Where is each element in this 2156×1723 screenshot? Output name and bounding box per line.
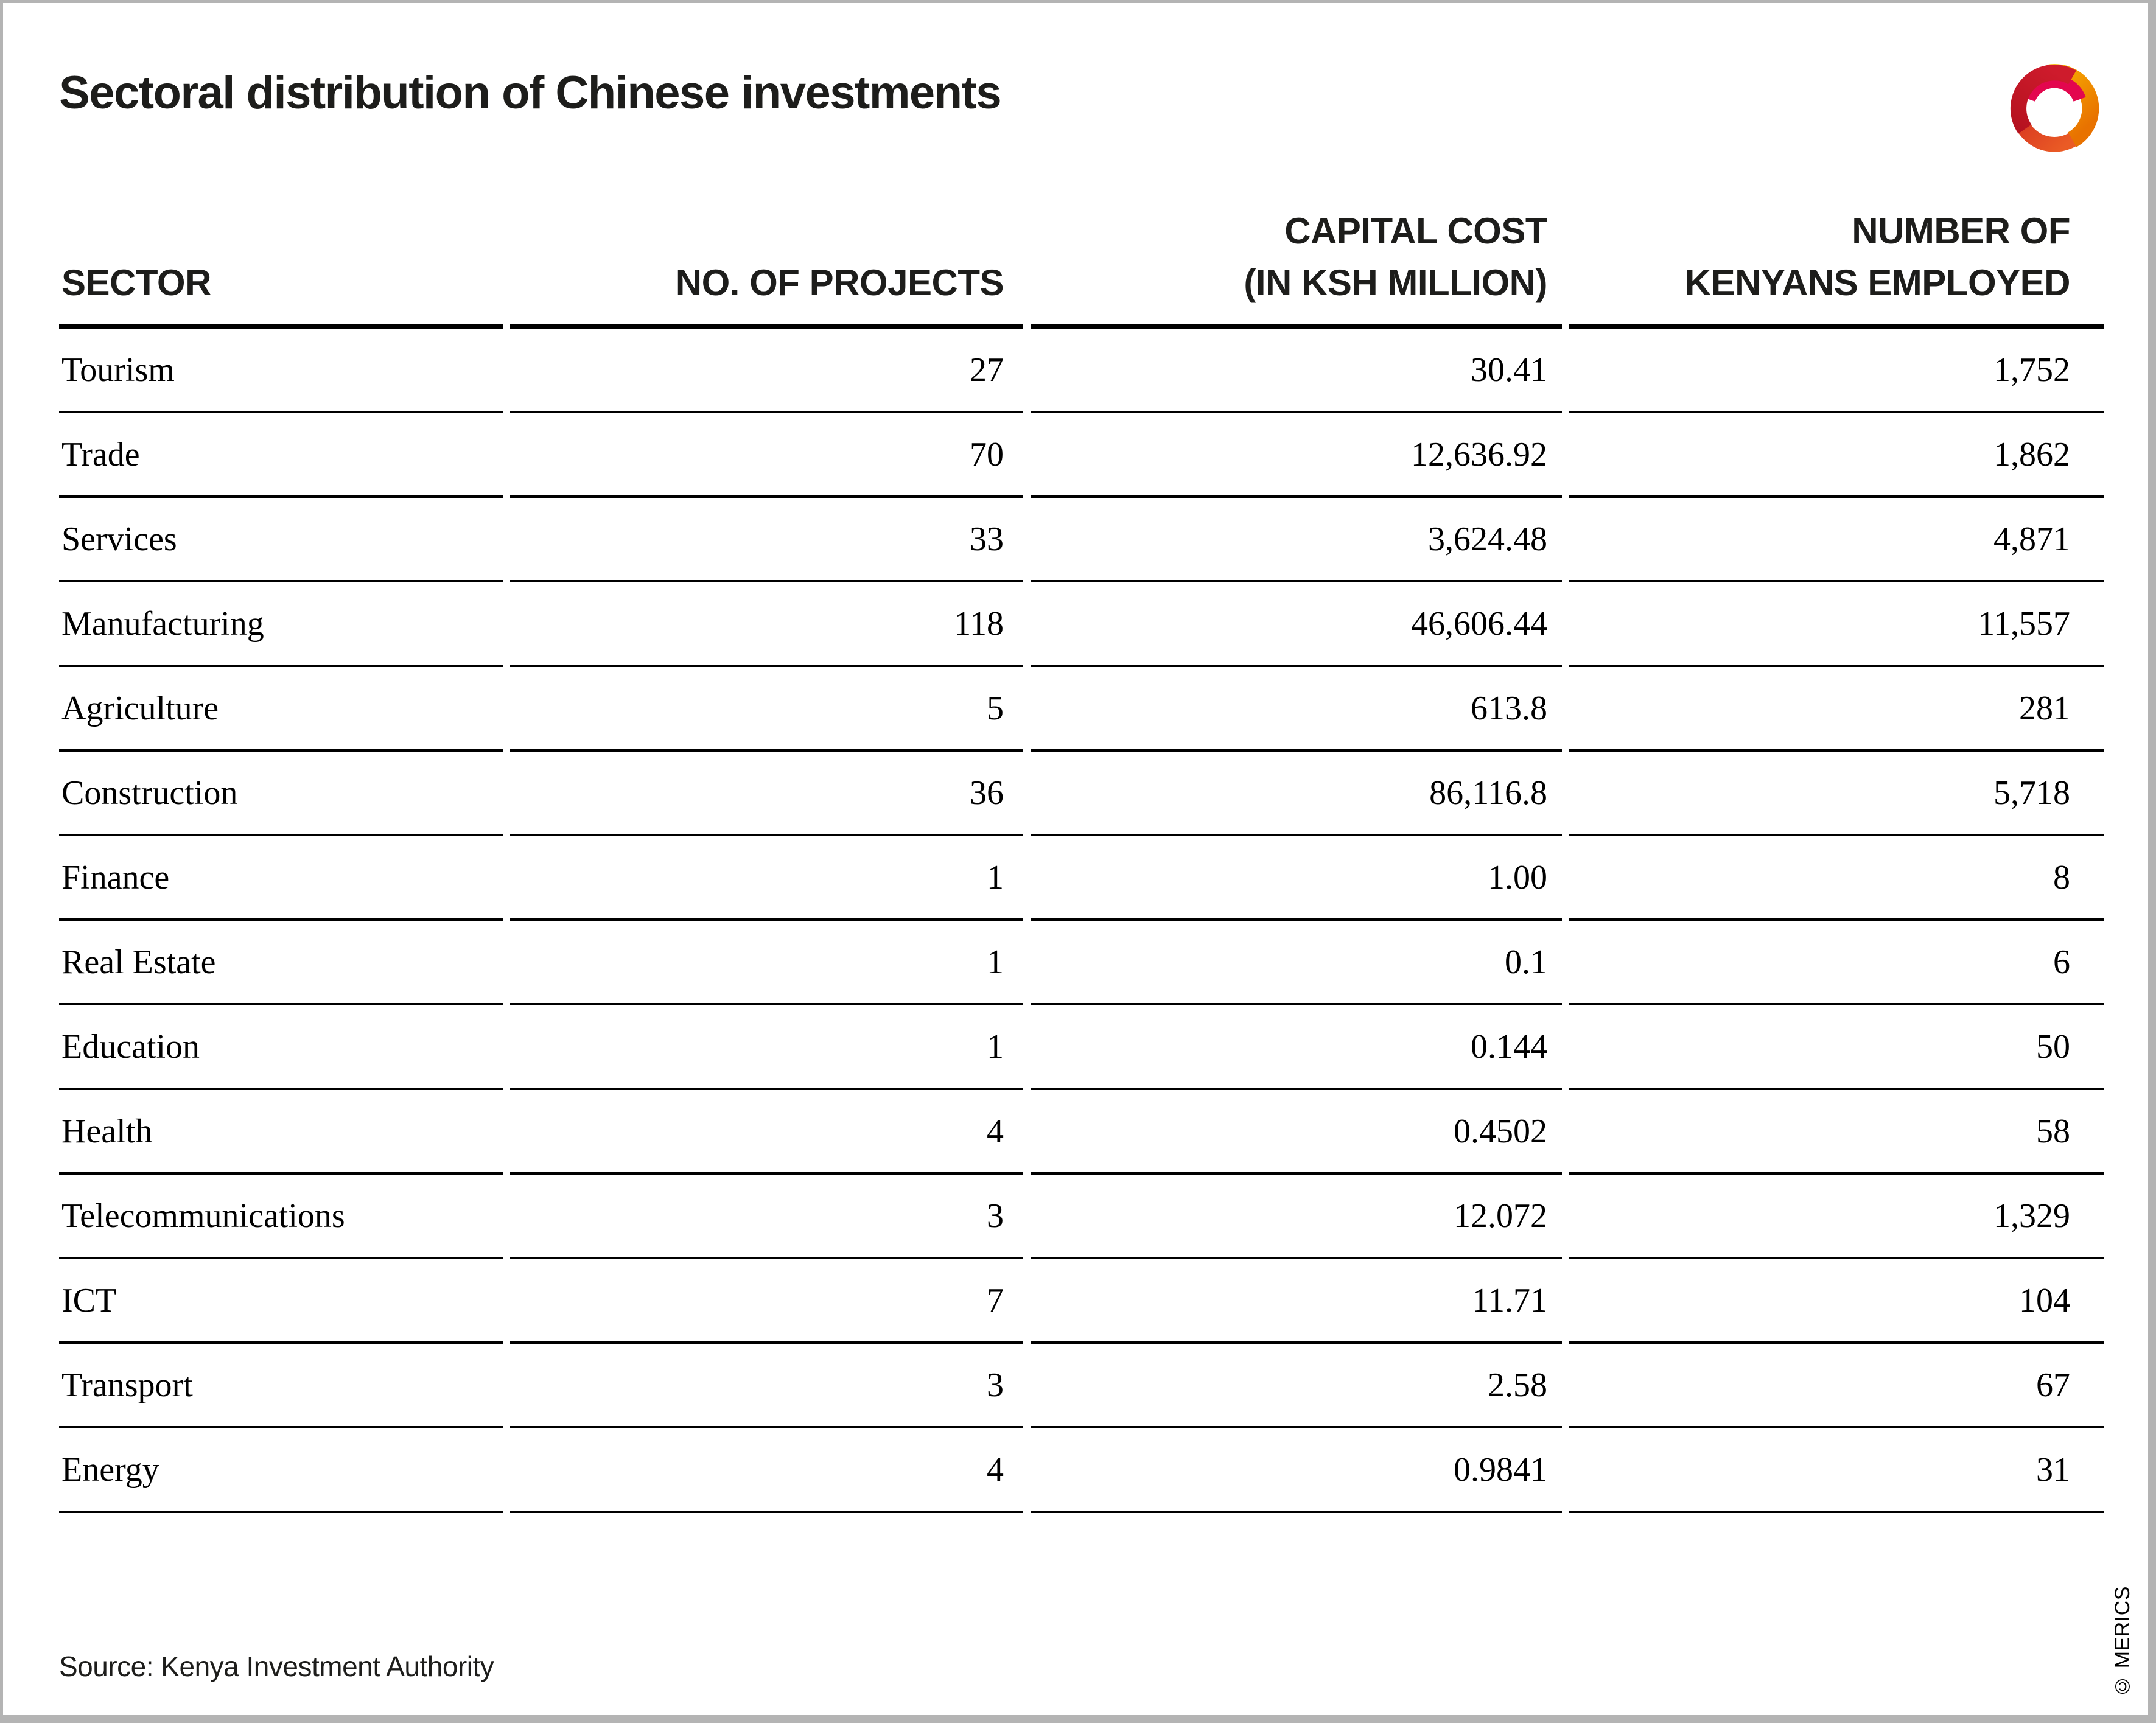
cell-sector: Agriculture — [59, 667, 503, 752]
cell-capital: 86,116.8 — [1031, 752, 1562, 836]
cell-sector: Construction — [59, 752, 503, 836]
cell-sector: Transport — [59, 1344, 503, 1428]
cell-capital: 0.1 — [1031, 921, 1562, 1005]
cell-employed: 4,871 — [1569, 498, 2104, 582]
cell-sector: ICT — [59, 1259, 503, 1344]
cell-employed: 1,862 — [1569, 413, 2104, 498]
cell-capital: 1.00 — [1031, 836, 1562, 921]
cell-projects: 3 — [510, 1344, 1023, 1428]
cell-sector: Finance — [59, 836, 503, 921]
cell-capital: 12,636.92 — [1031, 413, 1562, 498]
table-row: Finance 1 1.00 8 — [59, 836, 2104, 921]
source-note: Source: Kenya Investment Authority — [59, 1651, 494, 1682]
header-projects: NO. OF PROJECTS — [510, 186, 1023, 329]
cell-projects: 1 — [510, 836, 1023, 921]
cell-employed: 1,752 — [1569, 329, 2104, 413]
cell-sector: Education — [59, 1005, 503, 1090]
cell-capital: 613.8 — [1031, 667, 1562, 752]
table-row: ICT 7 11.71 104 — [59, 1259, 2104, 1344]
table-row: Energy 4 0.9841 31 — [59, 1428, 2104, 1513]
copyright-vertical: © MERICS — [2111, 1586, 2134, 1698]
cell-projects: 33 — [510, 498, 1023, 582]
cell-capital: 0.9841 — [1031, 1428, 1562, 1513]
cell-employed: 50 — [1569, 1005, 2104, 1090]
table-row: Trade 70 12,636.92 1,862 — [59, 413, 2104, 498]
cell-capital: 0.144 — [1031, 1005, 1562, 1090]
cell-employed: 104 — [1569, 1259, 2104, 1344]
page-title: Sectoral distribution of Chinese investm… — [59, 67, 1002, 119]
cell-capital: 12.072 — [1031, 1175, 1562, 1259]
cell-employed: 11,557 — [1569, 582, 2104, 667]
cell-capital: 30.41 — [1031, 329, 1562, 413]
cell-projects: 70 — [510, 413, 1023, 498]
investment-table: SECTOR NO. OF PROJECTS CAPITAL COST (IN … — [59, 186, 2104, 1513]
table-row: Education 1 0.144 50 — [59, 1005, 2104, 1090]
cell-capital: 0.4502 — [1031, 1090, 1562, 1175]
cell-projects: 1 — [510, 1005, 1023, 1090]
header-sector: SECTOR — [59, 186, 503, 329]
cell-capital: 3,624.48 — [1031, 498, 1562, 582]
cell-projects: 3 — [510, 1175, 1023, 1259]
cell-sector: Trade — [59, 413, 503, 498]
table-row: Transport 3 2.58 67 — [59, 1344, 2104, 1428]
table-header-row: SECTOR NO. OF PROJECTS CAPITAL COST (IN … — [59, 186, 2104, 329]
cell-capital: 11.71 — [1031, 1259, 1562, 1344]
table-row: Health 4 0.4502 58 — [59, 1090, 2104, 1175]
cell-sector: Telecommunications — [59, 1175, 503, 1259]
cell-capital: 2.58 — [1031, 1344, 1562, 1428]
cell-capital: 46,606.44 — [1031, 582, 1562, 667]
cell-sector: Manufacturing — [59, 582, 503, 667]
cell-employed: 8 — [1569, 836, 2104, 921]
table-row: Tourism 27 30.41 1,752 — [59, 329, 2104, 413]
cell-employed: 6 — [1569, 921, 2104, 1005]
table-row: Manufacturing 118 46,606.44 11,557 — [59, 582, 2104, 667]
cell-projects: 5 — [510, 667, 1023, 752]
cell-projects: 27 — [510, 329, 1023, 413]
cell-projects: 118 — [510, 582, 1023, 667]
header-kenyans-employed: NUMBER OF KENYANS EMPLOYED — [1569, 186, 2104, 329]
cell-projects: 4 — [510, 1090, 1023, 1175]
header-capital-cost: CAPITAL COST (IN KSH MILLION) — [1031, 186, 1562, 329]
cell-sector: Real Estate — [59, 921, 503, 1005]
cell-sector: Energy — [59, 1428, 503, 1513]
cell-sector: Services — [59, 498, 503, 582]
table-row: Construction 36 86,116.8 5,718 — [59, 752, 2104, 836]
cell-employed: 5,718 — [1569, 752, 2104, 836]
cell-employed: 1,329 — [1569, 1175, 2104, 1259]
table-row: Real Estate 1 0.1 6 — [59, 921, 2104, 1005]
cell-projects: 7 — [510, 1259, 1023, 1344]
table-row: Telecommunications 3 12.072 1,329 — [59, 1175, 2104, 1259]
table-row: Services 33 3,624.48 4,871 — [59, 498, 2104, 582]
cell-sector: Tourism — [59, 329, 503, 413]
cell-sector: Health — [59, 1090, 503, 1175]
cell-projects: 36 — [510, 752, 1023, 836]
cell-employed: 31 — [1569, 1428, 2104, 1513]
cell-employed: 281 — [1569, 667, 2104, 752]
cell-projects: 4 — [510, 1428, 1023, 1513]
cell-employed: 67 — [1569, 1344, 2104, 1428]
table-row: Agriculture 5 613.8 281 — [59, 667, 2104, 752]
cell-employed: 58 — [1569, 1090, 2104, 1175]
cell-projects: 1 — [510, 921, 1023, 1005]
merics-logo — [2010, 64, 2099, 152]
